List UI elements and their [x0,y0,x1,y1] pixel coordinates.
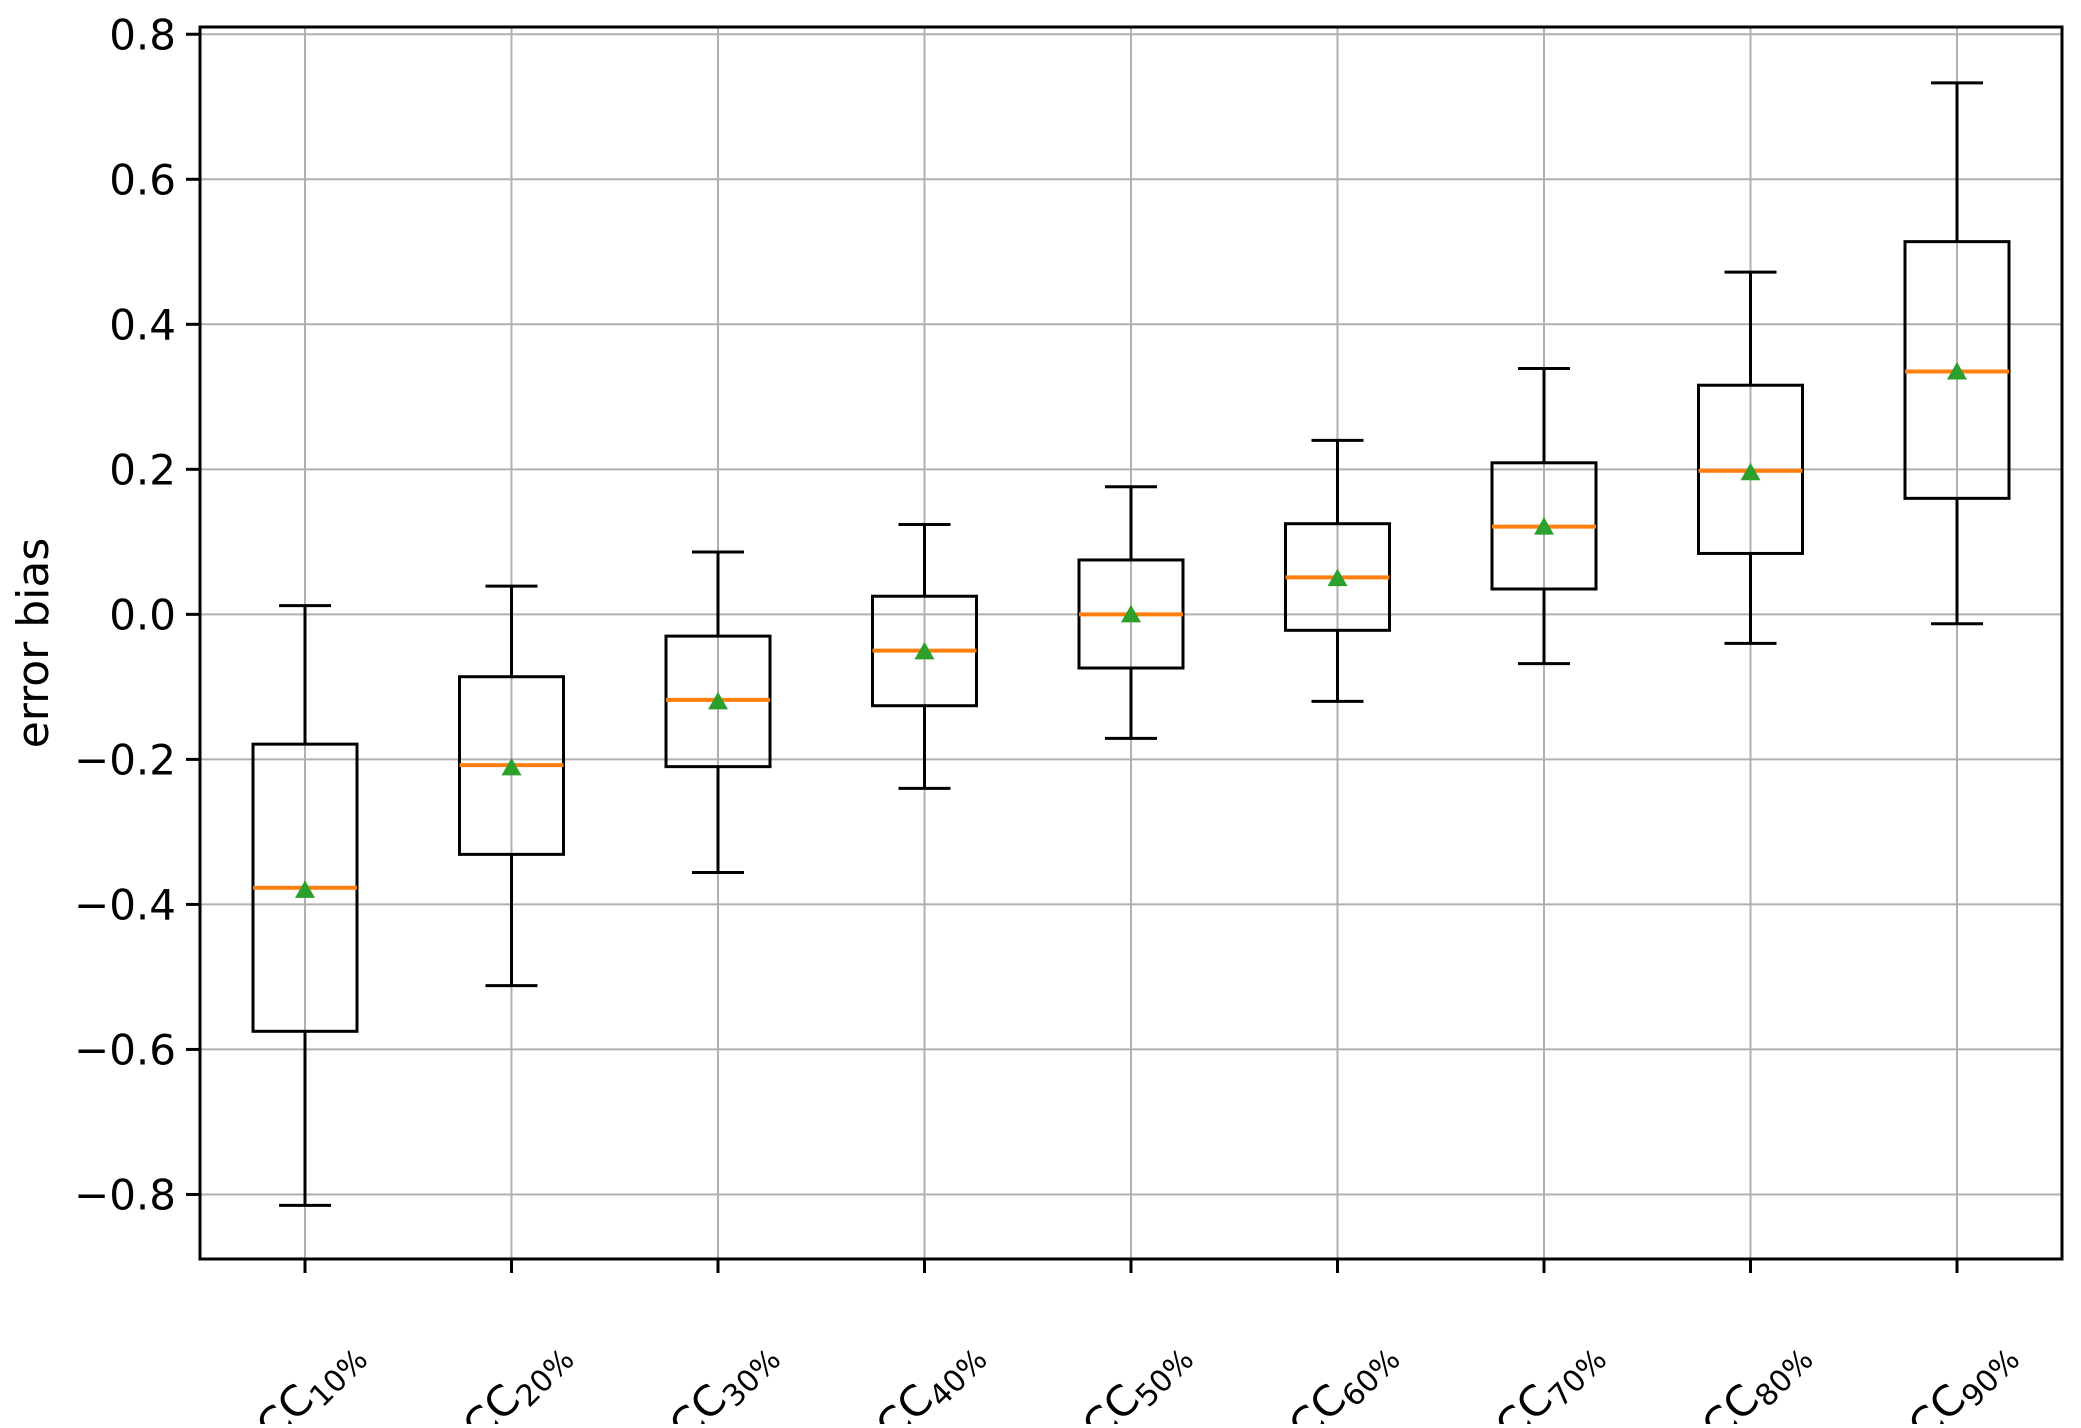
y-tick-label: 0.4 [109,300,176,349]
box-group-CC20% [458,584,565,988]
box-group-CC80% [1697,270,1804,645]
x-tick-label: CC50% [1073,1327,1201,1424]
y-tick-labels: 0.8 0.6 0.4 0.2 0.0 −0.2 −0.4 −0.6 −0.8 [74,10,176,1219]
mean-marker [1121,604,1141,623]
box-group-CC30% [664,550,772,875]
x-tick-label: CC40% [866,1327,994,1424]
mean-marker [1327,568,1348,587]
y-tick-label: 0.6 [109,155,176,204]
boxplot-series [251,81,2011,1207]
x-tick-label: CC30% [660,1327,788,1424]
y-tick-label: −0.6 [74,1025,176,1074]
x-tick-label: CC90% [1899,1327,2027,1424]
mean-marker [708,691,728,710]
mean-marker [501,757,522,776]
box-group-CC60% [1284,438,1391,703]
x-tick-label: CC70% [1486,1327,1614,1424]
y-tick-label: 0.0 [109,590,176,639]
x-tick-labels: CC10% CC20% CC30% CC40% CC50% CC60% CC70% CC80%… [247,1327,2027,1428]
y-tick-label: −0.2 [74,735,176,784]
x-tick-label: CC80% [1692,1327,1820,1424]
mean-marker [1740,462,1761,481]
box-group-CC10% [251,604,359,1207]
y-tick-label: 0.8 [109,10,176,59]
box-group-CC90% [1903,81,2011,626]
y-tick-label: 0.2 [109,445,176,494]
mean-marker [914,641,935,660]
box-group-CC40% [871,522,978,790]
mean-marker [295,880,315,898]
y-tick-label: −0.8 [74,1170,176,1219]
y-tick-label: −0.4 [74,880,176,929]
x-tick-label: CC10% [247,1327,375,1424]
mean-marker [1534,517,1554,535]
axes-spines-ticks [186,25,2064,1273]
x-tick-label: CC20% [453,1327,581,1424]
y-axis-label: error bias [8,538,59,749]
box-group-CC50% [1077,485,1185,740]
x-tick-label: CC60% [1279,1327,1407,1424]
box-group-CC70% [1490,367,1598,666]
gridlines [200,27,2062,1259]
mean-marker [1947,361,1967,380]
